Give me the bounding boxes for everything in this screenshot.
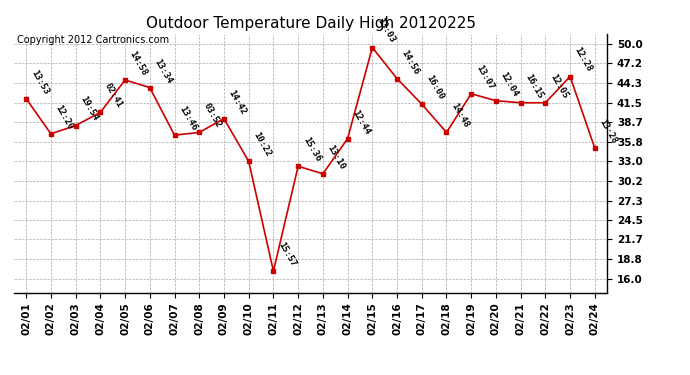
Text: 12:04: 12:04 <box>499 70 520 98</box>
Text: 13:03: 13:03 <box>375 17 396 45</box>
Text: 13:34: 13:34 <box>152 57 174 85</box>
Text: 12:05: 12:05 <box>548 72 569 100</box>
Text: 03:52: 03:52 <box>202 102 224 130</box>
Text: 13:46: 13:46 <box>177 105 199 132</box>
Text: 14:58: 14:58 <box>128 50 149 77</box>
Text: 12:28: 12:28 <box>573 46 594 74</box>
Text: 13:28: 13:28 <box>598 118 619 146</box>
Text: 15:36: 15:36 <box>301 136 322 164</box>
Text: 10:22: 10:22 <box>251 131 273 159</box>
Text: 19:54: 19:54 <box>79 95 99 123</box>
Text: 13:07: 13:07 <box>474 63 495 91</box>
Text: 02:41: 02:41 <box>103 82 124 110</box>
Text: 15:57: 15:57 <box>276 240 297 268</box>
Text: 14:56: 14:56 <box>400 48 421 76</box>
Text: 16:00: 16:00 <box>424 74 446 101</box>
Text: 14:42: 14:42 <box>227 88 248 116</box>
Text: 13:53: 13:53 <box>29 68 50 96</box>
Text: Copyright 2012 Cartronics.com: Copyright 2012 Cartronics.com <box>17 35 169 45</box>
Text: 13:10: 13:10 <box>326 143 347 171</box>
Text: 16:15: 16:15 <box>524 72 544 100</box>
Text: 12:20: 12:20 <box>54 103 75 131</box>
Title: Outdoor Temperature Daily High 20120225: Outdoor Temperature Daily High 20120225 <box>146 16 475 31</box>
Text: 12:44: 12:44 <box>351 108 372 136</box>
Text: 14:48: 14:48 <box>449 102 471 130</box>
